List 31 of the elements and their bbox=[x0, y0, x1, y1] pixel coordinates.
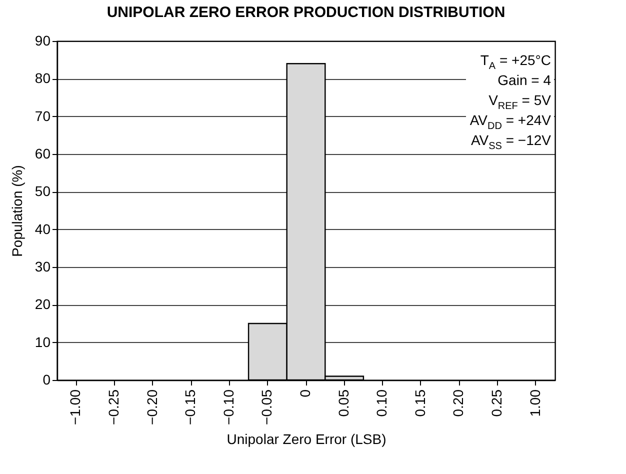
x-tick-label: −0.20 bbox=[144, 389, 160, 425]
y-tick-label: 80 bbox=[34, 70, 51, 86]
y-tick-label: 0 bbox=[42, 372, 51, 388]
y-tick-label: 20 bbox=[34, 296, 51, 312]
y-tick-label: 90 bbox=[34, 32, 51, 48]
y-tick-label: 40 bbox=[34, 220, 51, 237]
x-tick-label: 0.25 bbox=[488, 389, 505, 417]
x-tick-label: 0.20 bbox=[450, 389, 466, 417]
annotation: AV$_{DD}$ = +24V bbox=[470, 111, 551, 132]
x-axis-title: Unipolar Zero Error (LSB) bbox=[226, 430, 386, 447]
x-tick-label: −0.25 bbox=[105, 389, 122, 425]
y-tick-label: 60 bbox=[34, 146, 51, 162]
x-tick-label: 1.00 bbox=[526, 389, 543, 417]
y-axis-title: Population (%) bbox=[8, 165, 25, 257]
y-tick-label: 10 bbox=[34, 334, 51, 350]
x-tick-label: −0.15 bbox=[182, 389, 198, 425]
x-tick-label: 0.05 bbox=[335, 389, 352, 417]
x-tick-label: −0.10 bbox=[220, 389, 236, 425]
y-tick-label: 50 bbox=[34, 183, 51, 200]
y-tick-label: 30 bbox=[34, 258, 51, 274]
annotation: T$_{A}$ = +25°C bbox=[479, 51, 551, 72]
x-tick-label: 0 bbox=[297, 389, 313, 398]
annotation: Gain = 4 bbox=[496, 71, 551, 90]
chart-title: UNIPOLAR ZERO ERROR PRODUCTION DISTRIBUTION bbox=[106, 4, 506, 21]
x-tick-label: −0.05 bbox=[258, 389, 275, 425]
x-tick-label: −1.00 bbox=[67, 389, 84, 425]
x-tick-label: 0.15 bbox=[412, 389, 428, 417]
x-tick-label: 0.10 bbox=[374, 389, 390, 417]
annotation: AV$_{SS}$ = −12V bbox=[470, 131, 551, 152]
y-tick-label: 70 bbox=[34, 108, 51, 124]
annotation: V$_{REF}$ = 5V bbox=[488, 91, 551, 112]
